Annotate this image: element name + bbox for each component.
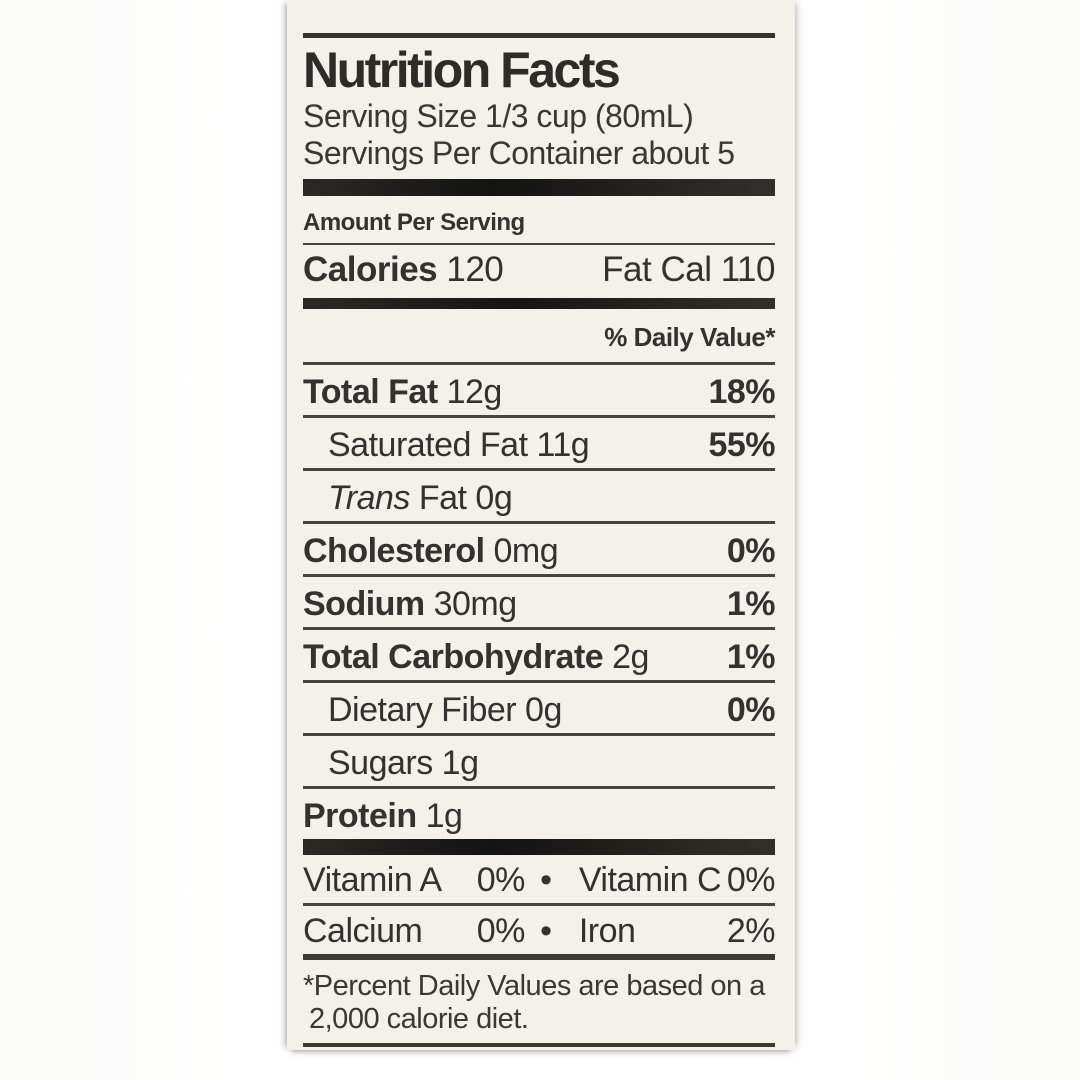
top-rule xyxy=(303,33,775,38)
nutrient-row-cholesterol: Cholesterol 0mg 0% xyxy=(303,524,776,577)
nutrient-name: Protein 1g xyxy=(303,797,463,835)
fat-calories: Fat Cal 110 xyxy=(602,250,775,289)
nutrient-row-total-fat: Total Fat 12g 18% xyxy=(303,365,775,418)
nutrient-amount: Fat 0g xyxy=(409,479,513,517)
vitamin-percent: 0% xyxy=(476,861,526,899)
daily-value-header: % Daily Value* xyxy=(303,309,776,365)
nutrient-row-protein: Protein 1g xyxy=(303,789,775,839)
vitamin-percent: 0% xyxy=(726,861,776,899)
vitamin-percent: 0% xyxy=(476,912,526,950)
nutrient-amount: 30mg xyxy=(424,585,518,623)
vitamin-label: Calcium xyxy=(303,912,423,950)
vitamin-right-pair: Iron 2% xyxy=(567,912,776,950)
calories-value: 120 xyxy=(437,250,504,289)
nutrient-row-sodium: Sodium 30mg 1% xyxy=(303,577,776,630)
nutrient-name: Sugars 1g xyxy=(328,744,479,782)
nutrition-facts-label: Nutrition Facts Serving Size 1/3 cup (80… xyxy=(287,0,795,1050)
nutrient-row-total-carbohydrate: Total Carbohydrate 2g 1% xyxy=(303,630,776,683)
nutrient-name: Saturated Fat 11g xyxy=(328,426,590,464)
nutrient-amount: 2g xyxy=(603,638,649,676)
calories-label: Calories xyxy=(303,250,438,289)
nutrient-label: Total Fat xyxy=(303,373,438,411)
nutrient-percent: 0% xyxy=(726,691,776,729)
footnote-line-2: 2,000 calorie diet. xyxy=(309,1003,529,1035)
bullet-separator: • xyxy=(540,861,552,899)
section-bar-medium xyxy=(303,298,775,309)
vitamin-right-pair: Vitamin C 0% xyxy=(567,861,776,899)
vitamin-label: Vitamin C xyxy=(578,861,722,899)
nutrient-label: Total Carbohydrate xyxy=(303,638,604,676)
section-bar xyxy=(303,179,775,196)
nutrient-percent: 1% xyxy=(726,585,776,623)
section-bar xyxy=(303,839,775,855)
nutrient-amount: 0mg xyxy=(484,532,559,570)
nutrient-percent: 18% xyxy=(708,373,775,411)
nutrient-label: Sodium xyxy=(303,585,425,623)
nutrient-amount: 1g xyxy=(416,797,463,835)
nutrient-name: Trans Fat 0g xyxy=(303,479,513,517)
vitamin-row-calcium-iron: Calcium 0% • Iron 2% xyxy=(303,906,776,960)
servings-per-container: Servings Per Container about 5 xyxy=(303,135,735,171)
serving-size: Serving Size 1/3 cup (80mL) xyxy=(303,98,694,134)
nutrient-name: Dietary Fiber 0g xyxy=(328,691,562,729)
footnote-line-1: *Percent Daily Values are based on a xyxy=(303,970,765,1002)
nutrient-name: Cholesterol 0mg xyxy=(303,532,559,570)
nutrient-name: Total Fat 12g xyxy=(303,373,502,411)
calories-row: Calories 120 Fat Cal 110 xyxy=(303,245,775,298)
nutrient-label: Cholesterol xyxy=(303,532,485,570)
nutrient-row-saturated-fat: Saturated Fat 11g 55% xyxy=(303,418,775,471)
bottom-rule xyxy=(303,1043,775,1047)
footnote: *Percent Daily Values are based on a 2,0… xyxy=(303,970,775,1036)
vitamin-row-a-c: Vitamin A 0% • Vitamin C 0% xyxy=(303,855,776,906)
nutrient-row-trans-fat: Trans Fat 0g xyxy=(303,471,775,524)
vitamin-left-pair: Vitamin A 0% xyxy=(303,861,525,899)
nutrient-row-dietary-fiber: Dietary Fiber 0g 0% xyxy=(303,683,776,736)
nutrient-row-sugars: Sugars 1g xyxy=(303,736,775,789)
nutrient-name: Sodium 30mg xyxy=(303,585,517,623)
vitamin-left-pair: Calcium 0% xyxy=(303,912,525,950)
amount-per-serving-heading: Amount Per Serving xyxy=(303,196,775,245)
nutrient-percent: 55% xyxy=(708,426,775,464)
nutrient-percent: 0% xyxy=(726,532,776,570)
vitamin-label: Vitamin A xyxy=(303,861,442,899)
nutrient-label-italic: Trans xyxy=(328,479,410,517)
vitamin-label: Iron xyxy=(578,912,636,950)
bullet-separator: • xyxy=(540,912,552,950)
label-title: Nutrition Facts xyxy=(303,42,621,98)
nutrient-label: Protein xyxy=(303,797,417,835)
calories-left: Calories 120 xyxy=(303,250,504,290)
nutrient-name: Total Carbohydrate 2g xyxy=(303,638,649,676)
nutrient-percent: 1% xyxy=(726,638,776,676)
vitamin-percent: 2% xyxy=(726,912,776,950)
nutrient-amount: 12g xyxy=(437,373,503,411)
